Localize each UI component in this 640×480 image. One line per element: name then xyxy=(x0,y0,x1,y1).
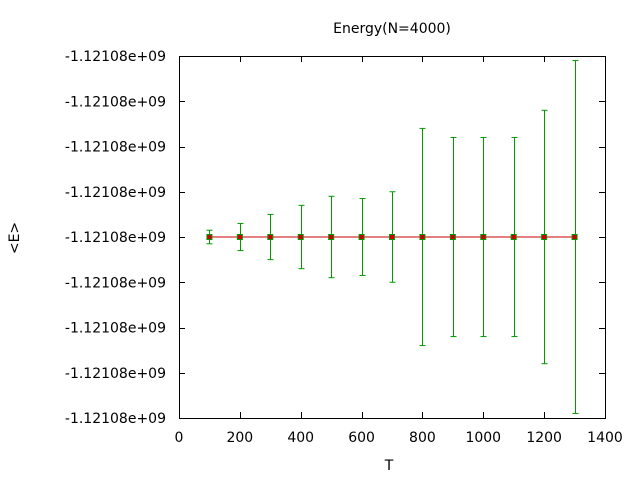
y-tick-label: -1.12108e+09 xyxy=(65,366,166,382)
x-tick-label: 600 xyxy=(348,430,375,446)
x-tick-label: 1000 xyxy=(465,430,501,446)
data-point xyxy=(267,234,274,240)
y-tick-label: -1.12108e+09 xyxy=(65,411,166,427)
data-point xyxy=(510,234,517,240)
data-point xyxy=(571,234,578,240)
data-point xyxy=(449,234,456,240)
y-tick-label: -1.12108e+09 xyxy=(65,49,166,65)
chart-title: Energy(N=4000) xyxy=(333,21,451,37)
y-tick-label: -1.12108e+09 xyxy=(65,185,166,201)
y-tick-label: -1.12108e+09 xyxy=(65,140,166,156)
data-point xyxy=(480,234,487,240)
data-point xyxy=(206,234,213,240)
data-point xyxy=(389,234,395,240)
x-tick-label: 0 xyxy=(175,430,184,446)
x-tick-label: 400 xyxy=(287,430,314,446)
x-tick-label: 200 xyxy=(226,430,253,446)
data-point xyxy=(419,234,426,240)
y-tick-label: -1.12108e+09 xyxy=(65,230,166,246)
x-tick-label: 1200 xyxy=(526,430,562,446)
data-point xyxy=(297,234,304,240)
data-point xyxy=(236,234,243,240)
data-point xyxy=(541,234,548,240)
y-axis-label: <E> xyxy=(7,222,23,254)
x-axis-label: T xyxy=(384,458,394,474)
data-point xyxy=(358,234,365,240)
x-tick-label: 800 xyxy=(409,430,436,446)
y-tick-label: -1.12108e+09 xyxy=(65,275,166,291)
y-tick-label: -1.12108e+09 xyxy=(65,321,166,337)
data-point xyxy=(328,234,335,240)
x-tick-label: 1400 xyxy=(587,430,623,446)
data-points xyxy=(206,234,578,240)
x-axis: 0 200 400 600 800 1000 1200 1400 xyxy=(175,56,623,446)
y-axis: -1.12108e+09 -1.12108e+09 -1.12108e+09 -1.1… xyxy=(65,49,605,427)
y-tick-label: -1.12108e+09 xyxy=(65,94,166,110)
